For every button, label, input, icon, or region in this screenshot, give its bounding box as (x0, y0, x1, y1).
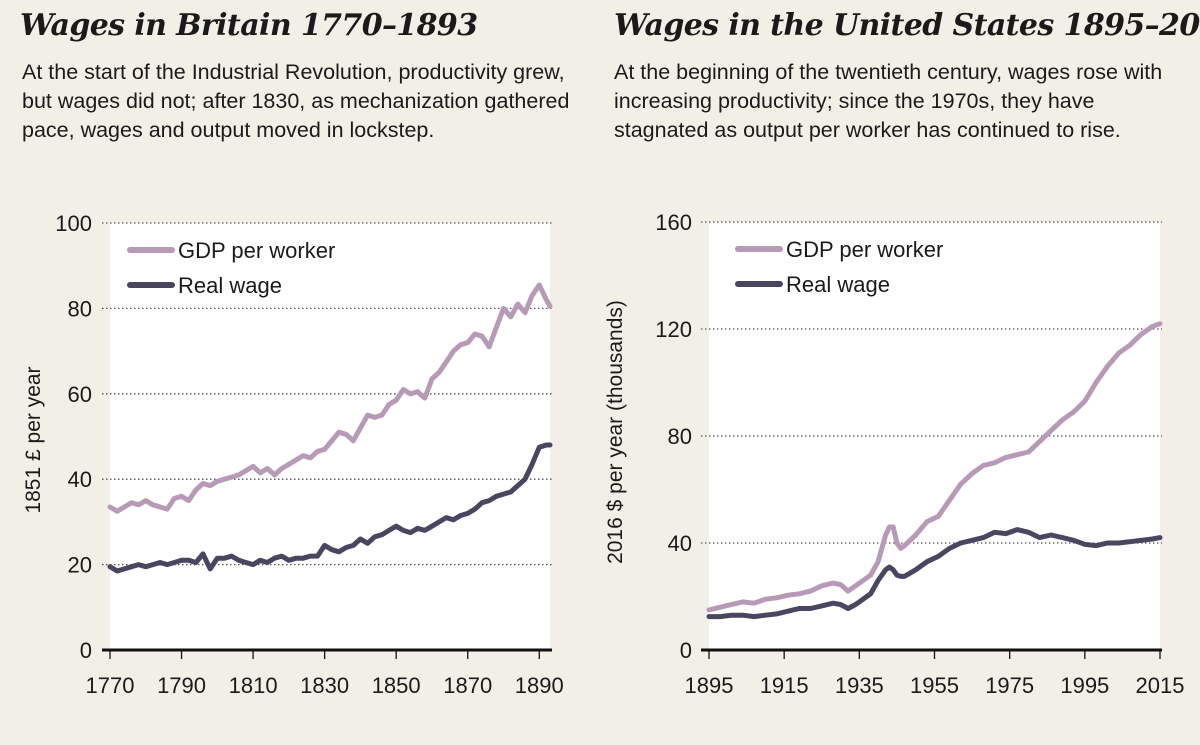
line-chart-united-states: 0 40 80 120 160 1895 1915 1935 1955 1975 1995 2015 2… (604, 210, 1185, 698)
y-tick-label: 80 (68, 296, 92, 321)
chart-subtitle: At the beginning of the twentieth centur… (614, 60, 1163, 142)
y-tick-label: 40 (668, 531, 692, 556)
chart-panel-united-states: Wages in the United States 1895–2015 At … (600, 0, 1200, 745)
y-tick-label: 20 (68, 553, 92, 578)
x-tick-label: 1890 (515, 673, 564, 698)
plot-area (110, 223, 550, 650)
chart-panel-britain: Wages in Britain 1770–1893 At the start … (0, 0, 590, 745)
x-tick-label: 1915 (760, 673, 809, 698)
y-tick-label: 80 (668, 424, 692, 449)
x-tick-label: 1870 (443, 673, 492, 698)
legend-label: GDP per worker (178, 238, 335, 263)
x-tick-label: 1995 (1060, 673, 1109, 698)
y-axis-label: 1851 £ per year (22, 366, 45, 513)
x-tick-label: 1935 (835, 673, 884, 698)
y-tick-label: 0 (80, 638, 92, 663)
chart-title: Wages in Britain 1770–1893 (20, 8, 478, 43)
series-line-real-wage (706, 527, 1163, 620)
y-tick-label: 0 (680, 638, 692, 663)
chart-title: Wages in the United States 1895–2015 (614, 8, 1200, 43)
x-tick-label: 1955 (910, 673, 959, 698)
y-tick-label: 160 (655, 210, 692, 235)
y-axis-label: 2016 $ per year (thousands) (604, 300, 627, 564)
y-tick-label: 100 (55, 211, 92, 236)
y-tick-label: 120 (655, 317, 692, 342)
series-line-gdp-per-worker (706, 321, 1163, 613)
x-tick-label: 1830 (300, 673, 349, 698)
legend-label: GDP per worker (786, 237, 943, 262)
line-chart-britain: 0 20 40 60 80 100 1770 1790 1810 1830 1850 1870 1890… (22, 211, 564, 698)
x-tick-label: 1975 (985, 673, 1034, 698)
legend-label: Real wage (178, 273, 282, 298)
y-tick-label: 60 (68, 382, 92, 407)
x-tick-label: 1790 (157, 673, 206, 698)
x-tick-label: 1770 (86, 673, 135, 698)
legend-label: Real wage (786, 272, 890, 297)
series-line-gdp-per-worker (107, 282, 553, 514)
x-tick-label: 1895 (685, 673, 734, 698)
chart-subtitle: At the start of the Industrial Revolutio… (22, 60, 570, 142)
x-tick-label: 1850 (372, 673, 421, 698)
series-line-real-wage (107, 442, 553, 574)
x-tick-label: 2015 (1136, 673, 1185, 698)
y-tick-label: 40 (68, 467, 92, 492)
x-tick-label: 1810 (229, 673, 278, 698)
